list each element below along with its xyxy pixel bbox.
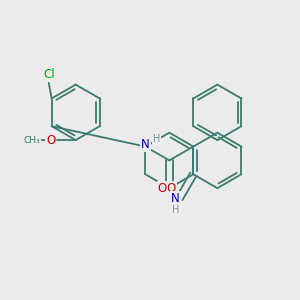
Text: O: O xyxy=(158,182,167,195)
Text: O: O xyxy=(167,182,176,195)
Text: Cl: Cl xyxy=(43,68,55,81)
Text: H: H xyxy=(152,134,160,144)
Text: H: H xyxy=(172,205,179,215)
Text: N: N xyxy=(141,138,150,151)
Text: CH₃: CH₃ xyxy=(24,136,40,145)
Text: O: O xyxy=(46,134,55,147)
Text: N: N xyxy=(171,192,180,205)
